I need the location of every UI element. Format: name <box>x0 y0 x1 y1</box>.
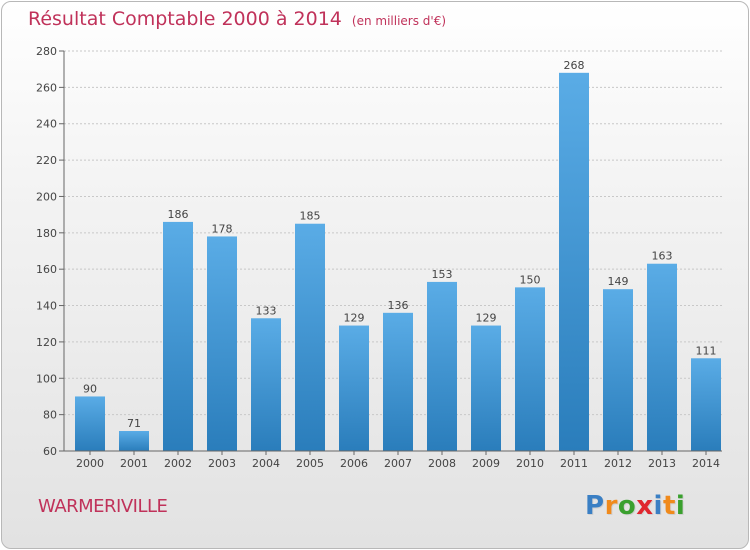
logo-letter: i <box>653 491 663 521</box>
data-label: 178 <box>212 222 233 235</box>
bar-2006 <box>339 325 369 451</box>
y-tick-label: 260 <box>36 81 57 94</box>
data-label: 163 <box>652 250 673 263</box>
bar-2014 <box>691 358 721 451</box>
data-label: 129 <box>344 312 365 325</box>
bar-2005 <box>295 223 325 451</box>
y-tick-label: 140 <box>36 300 57 313</box>
x-tick-label: 2006 <box>340 457 368 470</box>
x-tick-label: 2001 <box>120 457 148 470</box>
data-label: 90 <box>83 382 97 395</box>
bar-2004 <box>251 318 281 451</box>
chart-title: Résultat Comptable 2000 à 2014 <box>28 8 342 30</box>
y-tick-label: 180 <box>36 227 57 240</box>
bar-2000 <box>75 396 105 451</box>
data-label: 268 <box>564 59 585 72</box>
bar-2010 <box>515 287 545 451</box>
x-tick-label: 2008 <box>428 457 456 470</box>
logo-letter: r <box>604 491 618 521</box>
logo-letter: t <box>662 491 676 521</box>
logo-letter: x <box>636 491 654 521</box>
place-name: WARMERIVILLE <box>38 496 168 517</box>
data-label: 185 <box>300 210 321 223</box>
x-tick-label: 2011 <box>560 457 588 470</box>
y-tick-label: 100 <box>36 372 57 385</box>
x-tick-label: 2004 <box>252 457 280 470</box>
bars <box>75 72 721 452</box>
y-tick-label: 160 <box>36 263 57 276</box>
bar-2009 <box>471 325 501 451</box>
bar-2012 <box>603 289 633 451</box>
data-label: 133 <box>256 304 277 317</box>
x-tick-label: 2007 <box>384 457 412 470</box>
labels: 60 80 100 120 140 160 180 200 220 240 260 280 90 2000… <box>36 45 720 470</box>
x-tick-label: 2014 <box>692 457 720 470</box>
data-label: 153 <box>432 268 453 281</box>
data-label: 186 <box>168 208 189 221</box>
logo-letter: P <box>585 491 605 521</box>
bar-2003 <box>207 236 237 451</box>
x-tick-label: 2005 <box>296 457 324 470</box>
y-tick-label: 60 <box>43 445 57 458</box>
chart-subtitle: (en milliers d'€) <box>351 14 447 28</box>
data-label: 136 <box>388 299 409 312</box>
bar-2013 <box>647 263 677 451</box>
x-tick-label: 2013 <box>648 457 676 470</box>
logo-letter: o <box>617 491 637 521</box>
x-tick-label: 2000 <box>76 457 104 470</box>
y-tick-label: 200 <box>36 190 57 203</box>
data-label: 111 <box>696 344 717 357</box>
bar-2007 <box>383 312 413 451</box>
y-tick-label: 220 <box>36 154 57 167</box>
bar-2002 <box>163 221 193 451</box>
y-tick-label: 240 <box>36 118 57 131</box>
data-label: 149 <box>608 275 629 288</box>
y-tick-label: 80 <box>43 409 57 422</box>
title-row: Résultat Comptable 2000 à 2014 (en millie… <box>28 8 446 30</box>
y-tick-label: 280 <box>36 45 57 58</box>
data-label: 71 <box>127 417 141 430</box>
y-tick-label: 120 <box>36 336 57 349</box>
x-tick-label: 2002 <box>164 457 192 470</box>
bar-2011 <box>559 72 589 452</box>
axes <box>59 50 722 455</box>
x-tick-label: 2010 <box>516 457 544 470</box>
x-tick-label: 2003 <box>208 457 236 470</box>
bar-2008 <box>427 281 457 451</box>
data-label: 150 <box>520 273 541 286</box>
bar-2001 <box>119 431 149 451</box>
x-tick-label: 2009 <box>472 457 500 470</box>
x-tick-label: 2012 <box>604 457 632 470</box>
logo-letter: i <box>675 491 686 521</box>
data-label: 129 <box>476 312 497 325</box>
proxiti-logo: Proxiti <box>585 491 685 521</box>
